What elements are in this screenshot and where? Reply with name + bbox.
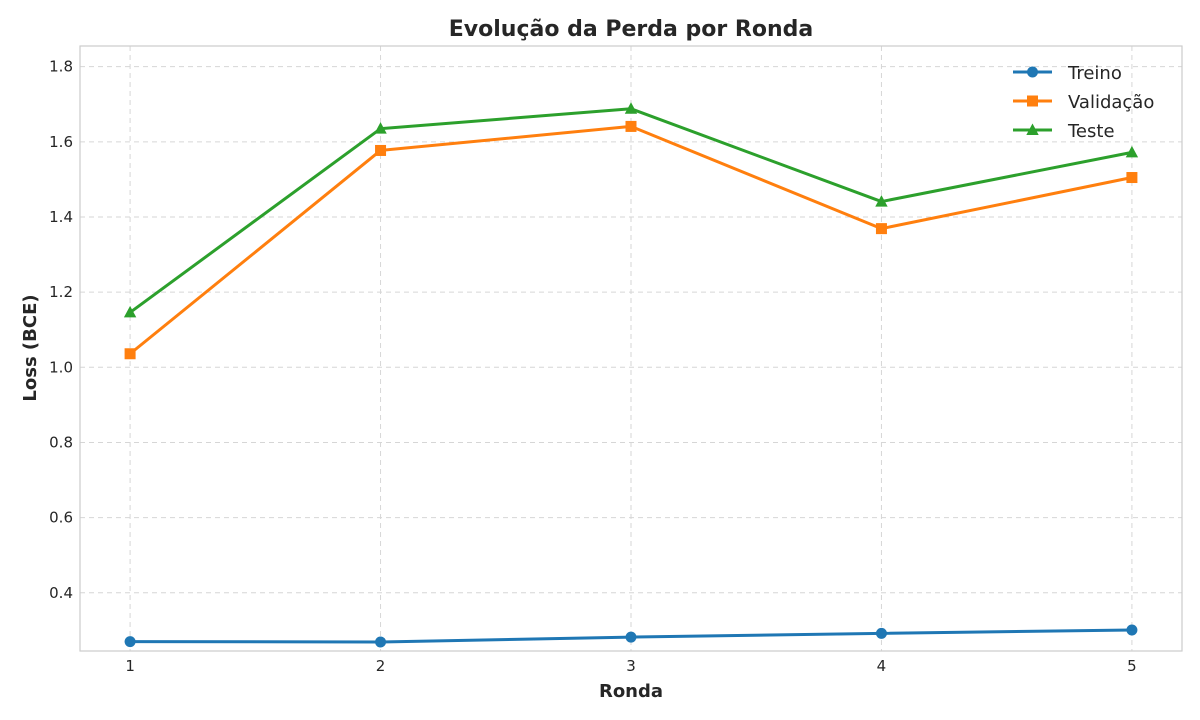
- data-point: [374, 122, 387, 134]
- x-axis-label: Ronda: [599, 681, 663, 702]
- x-tick-label: 3: [626, 657, 636, 675]
- plot-frame: [79, 45, 1183, 652]
- series-1: [124, 120, 1138, 360]
- x-tick-label: 1: [125, 657, 135, 675]
- data-point: [625, 120, 637, 132]
- legend: Treino Validação Teste: [1013, 63, 1154, 142]
- data-point: [875, 223, 887, 235]
- data-point: [625, 631, 637, 643]
- data-point: [875, 627, 887, 639]
- data-point: [375, 144, 387, 156]
- legend-item: Validação: [1013, 92, 1154, 113]
- axis-ticks: 0.4 0.6 0.8 1.0 1.2 1.4 1.6 1.8 1 2 3 4 5: [49, 58, 1137, 675]
- data-point: [1126, 624, 1138, 636]
- series-0: [124, 624, 1138, 648]
- legend-marker: [1027, 66, 1038, 78]
- y-tick-label: 1.6: [49, 133, 73, 151]
- legend-label: Treino: [1067, 63, 1122, 84]
- legend-label: Validação: [1068, 92, 1154, 113]
- y-tick-label: 1.8: [49, 58, 73, 76]
- x-tick-label: 5: [1127, 657, 1137, 675]
- data-point: [124, 636, 136, 648]
- y-tick-label: 1.0: [49, 358, 73, 376]
- y-tick-label: 1.2: [49, 283, 73, 301]
- data-point: [123, 305, 137, 318]
- series-2: [123, 102, 1139, 318]
- legend-marker: [1027, 95, 1038, 107]
- data-point: [1125, 145, 1139, 158]
- y-tick-label: 0.8: [49, 433, 73, 451]
- chart-title: Evolução da Perda por Ronda: [449, 17, 813, 42]
- legend-item: Teste: [1013, 121, 1115, 142]
- grid-lines: [80, 46, 1182, 651]
- x-tick-label: 4: [877, 657, 887, 675]
- legend-marker: [1026, 123, 1039, 135]
- series-lines: [123, 102, 1139, 648]
- y-tick-label: 1.4: [49, 208, 73, 226]
- legend-item: Treino: [1013, 63, 1122, 84]
- y-axis-label: Loss (BCE): [20, 294, 41, 401]
- data-point: [375, 636, 387, 648]
- data-point: [1126, 172, 1138, 184]
- data-point: [875, 195, 888, 207]
- legend-label: Teste: [1067, 121, 1115, 142]
- y-tick-label: 0.4: [49, 584, 73, 602]
- data-point: [124, 348, 136, 360]
- x-tick-label: 2: [376, 657, 386, 675]
- data-point: [624, 102, 638, 114]
- y-tick-label: 0.6: [49, 509, 73, 527]
